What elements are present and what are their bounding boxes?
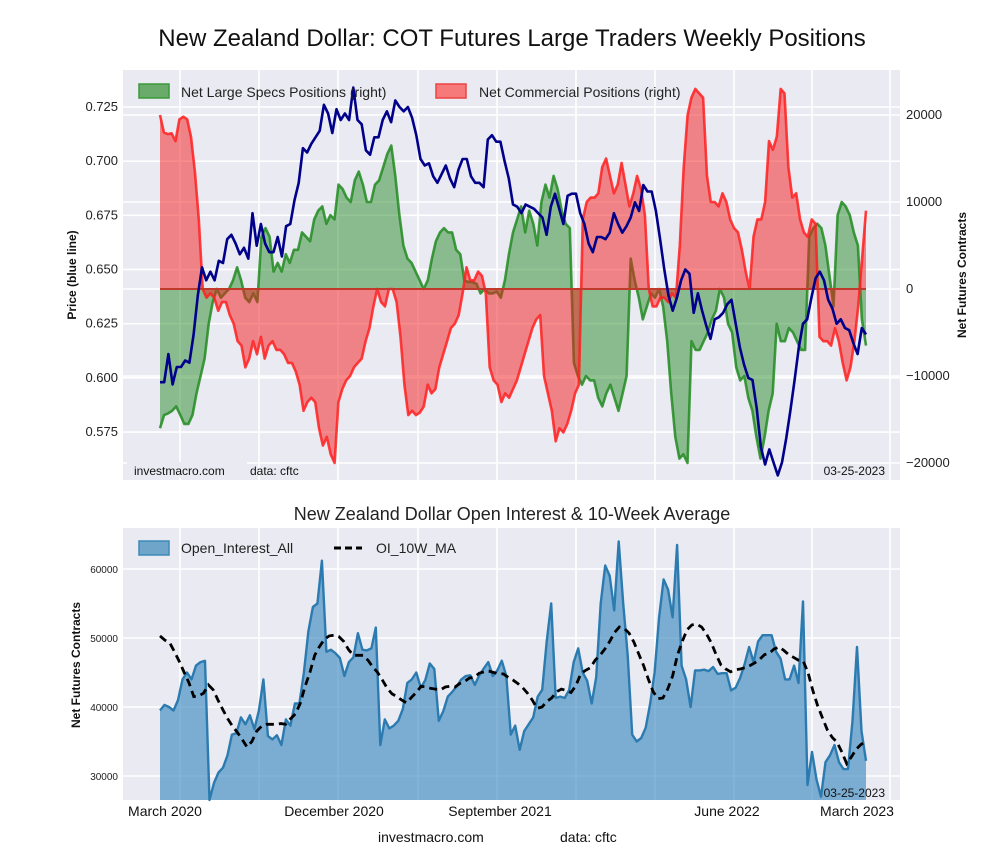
bottom-chart: 30000 40000 50000 60000 March 2020 December …: [69, 528, 900, 819]
price-line: [160, 86, 868, 477]
left-tick-label: 0.625: [85, 316, 118, 331]
y-tick-label: 50000: [90, 634, 118, 645]
y-tick-label: 40000: [90, 703, 118, 714]
right-tick-label: 0: [906, 281, 913, 296]
top-footer-source: data: cftc: [250, 464, 299, 478]
y-tick-label: 30000: [90, 772, 118, 783]
x-tick-label: March 2020: [128, 803, 202, 819]
right-tick-label: −10000: [906, 368, 950, 383]
left-tick-label: 0.700: [85, 153, 118, 168]
top-legend: Net Large Specs Positions (right) Net Co…: [138, 83, 681, 100]
bottom-legend: Open_Interest_All OI_10W_MA: [138, 540, 457, 556]
large-specs-line: [158, 144, 868, 465]
bottom-y-axis-label: Net Futures Contracts: [69, 602, 83, 728]
bottom-series: [159, 540, 868, 802]
left-tick-label: 0.725: [85, 99, 118, 114]
left-tick-label: 0.575: [85, 424, 118, 439]
commercial-area: [160, 88, 866, 464]
bottom-x-ticks: March 2020 December 2020 September 2021 Jun…: [128, 803, 894, 819]
top-chart: 0.575 0.600 0.625 0.650 0.675 0.700 0.725 −200…: [65, 70, 969, 480]
x-tick-label: December 2020: [284, 803, 384, 819]
top-right-axis-label: Net Futures Contracts: [955, 212, 969, 338]
ma-line: [159, 622, 867, 767]
x-tick-label: June 2022: [694, 803, 760, 819]
top-footer-site: investmacro.com: [134, 464, 225, 478]
legend-label-open-interest: Open_Interest_All: [181, 540, 293, 556]
legend-swatch-open-interest: [138, 540, 170, 556]
top-lines: [160, 86, 868, 477]
footer-site: investmacro.com: [378, 829, 484, 845]
left-tick-label: 0.600: [85, 370, 118, 385]
legend-label-commercial: Net Commercial Positions (right): [479, 84, 681, 100]
right-tick-label: 10000: [906, 194, 942, 209]
top-left-axis-label: Price (blue line): [65, 230, 79, 319]
bottom-date-stamp: 03-25-2023: [824, 786, 886, 800]
commercial-line: [158, 87, 868, 465]
open-interest-area: [160, 541, 866, 800]
x-tick-label: September 2021: [448, 803, 552, 819]
footer-source: data: cftc: [560, 829, 617, 845]
main-title: New Zealand Dollar: COT Futures Large Tr…: [158, 25, 865, 52]
legend-label-ma: OI_10W_MA: [376, 540, 457, 556]
legend-label-large-specs: Net Large Specs Positions (right): [181, 84, 386, 100]
top-left-ticks: 0.575 0.600 0.625 0.650 0.675 0.700 0.725: [85, 99, 118, 439]
y-tick-label: 60000: [90, 565, 118, 576]
left-tick-label: 0.650: [85, 262, 118, 277]
right-tick-label: −20000: [906, 455, 950, 470]
x-tick-label: March 2023: [820, 803, 894, 819]
right-tick-label: 20000: [906, 107, 942, 122]
footer-bg: [127, 462, 247, 478]
top-right-ticks: −20000 −10000 0 10000 20000: [906, 107, 950, 470]
top-footer-date: 03-25-2023: [824, 464, 886, 478]
top-fills: [158, 87, 868, 465]
legend-swatch-large-specs: [138, 83, 170, 99]
open-interest-line: [159, 540, 868, 802]
left-tick-label: 0.675: [85, 207, 118, 222]
legend-swatch-commercial: [435, 83, 467, 99]
bottom-chart-title: New Zealand Dollar Open Interest & 10-We…: [294, 504, 731, 524]
bottom-y-ticks: 30000 40000 50000 60000: [90, 565, 118, 783]
